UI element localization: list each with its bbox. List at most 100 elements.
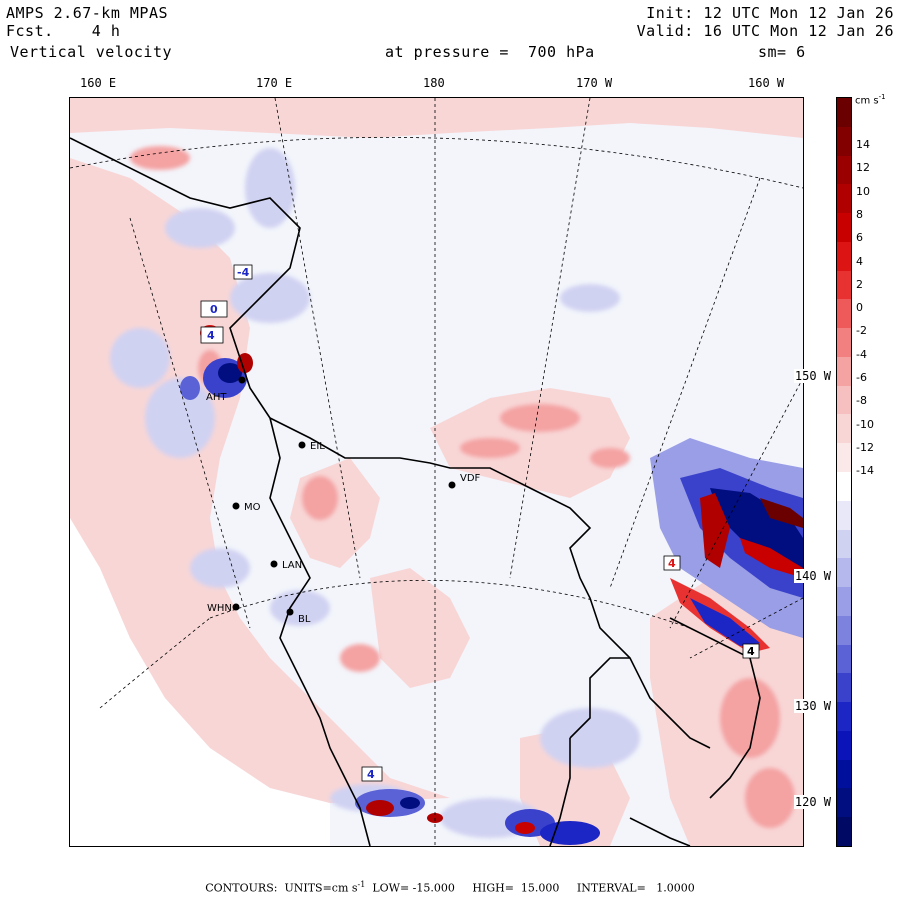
colorbar-tick-label: 10 [856,184,870,198]
colorbar-segment [837,472,851,502]
colorbar-tick-label: 4 [856,254,863,268]
valid-time: Valid: 16 UTC Mon 12 Jan 26 [636,22,894,40]
colorbar-segment [837,702,851,732]
colorbar-segment [837,213,851,243]
forecast-hours: 4 h [91,22,121,40]
lon-label-160e: 160 E [80,76,117,90]
colorbar-segment [837,730,851,761]
lon-label-180: 180 [423,76,445,90]
strong-convection-east [650,438,803,653]
colorbar-tick-label: -10 [856,417,874,431]
smoothing-value: sm= 6 [758,43,806,61]
colorbar-tick-label: -14 [856,464,874,478]
out-of-domain-area [70,518,330,846]
stronger-positive-areas [130,146,795,828]
colorbar-segment [837,644,851,674]
colorbar-tick-label: -8 [856,394,867,408]
station-label-bl: BL [298,614,311,625]
colorbar-unit: cm s-1 [855,93,886,106]
station-label-mo: MO [244,502,261,513]
colorbar-segment [837,788,851,818]
map-panel: AHT EIL MO VDF LAN WHN BL -4 0 4 4 4 4 [69,97,804,847]
colorbar [836,97,852,847]
colorbar-tick-label: -12 [856,440,874,454]
colorbar-tick-label: 14 [856,138,870,151]
vertical-velocity-map: AHT EIL MO VDF LAN WHN BL -4 0 4 4 4 4 [70,98,803,846]
station-label-eil: EIL [310,441,325,452]
colorbar-segment [837,529,851,559]
graticule [70,98,803,846]
lat-label-130w: 130 W [793,699,832,713]
colorbar-unit-text: cm s [855,95,879,107]
contour-label-2: 0 [210,303,218,316]
station-marker-bl [286,608,294,616]
init-time: Init: 12 UTC Mon 12 Jan 26 [646,4,894,22]
colorbar-segment [837,270,851,300]
station-label-vdf: VDF [460,473,481,484]
lat-label-140w: 140 W [793,569,832,583]
lon-label-160w: 160 W [748,76,785,90]
colorbar-segment [837,443,851,473]
strong-convection-south [355,789,600,845]
colorbar-segment [837,328,851,358]
interval-value: INTERVAL= 1.0000 [576,881,695,895]
contour-label-1: -4 [237,266,250,279]
station-label-aht: AHT [206,392,227,403]
strong-convection-west [180,325,253,400]
lon-label-170e: 170 E [256,76,293,90]
colorbar-tick-label: -2 [856,324,867,338]
stations: AHT EIL MO VDF LAN WHN BL [206,376,481,625]
station-marker-aht [238,376,246,384]
forecast-label-text: Fcst. [6,22,54,40]
contour-label-5: 4 [747,645,755,658]
colorbar-segment [837,615,851,646]
colorbar-segment [837,558,851,588]
colorbar-tick-label: 6 [856,231,863,245]
high-value: HIGH= 15.000 [472,881,560,895]
station-marker-eil [298,441,306,449]
colorbar-tick-label: 0 [856,301,863,315]
contours-label: CONTOURS: [205,881,278,895]
colorbar-segment [837,155,851,185]
colorbar-segment [837,500,851,531]
contour-label-6: 4 [367,768,375,781]
station-marker-vdf [448,481,456,489]
station-marker-mo [232,502,240,510]
units-label: UNITS=cm s [284,881,358,895]
colorbar-segment [837,587,851,617]
colorbar-segment [837,385,851,415]
low-value: LOW= -15.000 [372,881,455,895]
colorbar-unit-exponent: -1 [878,93,886,101]
colorbar-segment [837,98,851,128]
colorbar-segment [837,241,851,272]
colorbar-segment [837,817,851,847]
colorbar-segment [837,759,851,789]
units-exponent: -1 [357,880,366,889]
pressure-level: at pressure = 700 hPa [385,43,595,61]
colorbar-tick-label: 12 [856,161,870,175]
contour-labels: -4 0 4 4 4 4 [200,264,760,782]
contour-label-3: 4 [207,329,215,342]
contour-info: CONTOURS: UNITS=cm s-1 LOW= -15.000 HIGH… [0,880,900,895]
coastline [70,137,761,846]
colorbar-tick-label: -6 [856,371,867,384]
station-marker-lan [270,560,278,568]
field-name: Vertical velocity [10,43,173,61]
colorbar-segment [837,299,851,329]
station-label-whn: WHN [207,603,232,614]
negative-velocity-areas [110,148,640,838]
colorbar-segment [837,414,851,444]
colorbar-tick-label: -4 [856,347,867,361]
lon-label-170w: 170 W [576,76,613,90]
contour-label-4: 4 [668,557,676,570]
colorbar-segment [837,126,851,157]
model-title: AMPS 2.67-km MPAS [6,4,169,22]
colorbar-tick-label: 2 [856,277,863,291]
colorbar-segment [837,184,851,214]
colorbar-segment [837,673,851,703]
colorbar-tick-label: 8 [856,207,863,221]
station-marker-whn [232,603,240,611]
lat-label-120w: 120 W [793,795,832,809]
colorbar-segment [837,356,851,387]
station-label-lan: LAN [282,560,302,571]
